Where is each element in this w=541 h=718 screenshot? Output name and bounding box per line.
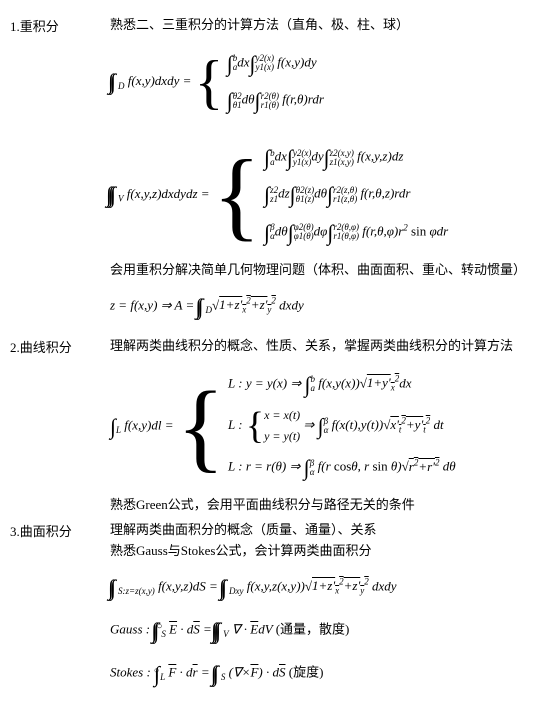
eq-stokes: Stokes : ∫L F · dr = ∫∫S (∇×F) · dS (旋度) <box>110 656 531 691</box>
section-2-heading: 2.曲线积分 <box>10 336 110 516</box>
section-2: 2.曲线积分 理解两类曲线积分的概念、性质、关系，掌握两类曲线积分的计算方法 ∫… <box>10 336 531 516</box>
eq-surface-integral: ∫∫S:z=z(x,y) f(x,y,z)dS = ∫∫Dxy f(x,y,z(… <box>110 570 531 605</box>
eq-double-integral: ∫∫D f(x,y)dxdy = { ∫badx∫y2(x)y1(x) f(x,… <box>110 44 531 120</box>
eq-surface-area: z = f(x,y) ⇒ A = ∫∫D√1+z'x2+z'y2 dxdy <box>110 289 531 324</box>
section-1-desc2: 会用重积分解决简单几何物理问题（体积、曲面面积、重心、转动惯量） <box>110 260 531 281</box>
section-2-number: 2. <box>10 340 20 355</box>
section-3-title: 曲面积分 <box>20 524 72 539</box>
section-2-body: 理解两类曲线积分的概念、性质、关系，掌握两类曲线积分的计算方法 ∫L f(x,y… <box>110 336 531 516</box>
eq-gauss: Gauss : ∫∫S E · dS = ∫∫∫V ∇ · EdV (通量，散度… <box>110 613 531 648</box>
section-3-heading: 3.曲面积分 <box>10 520 110 699</box>
section-1-number: 1. <box>10 19 20 34</box>
section-2-desc1: 理解两类曲线积分的概念、性质、关系，掌握两类曲线积分的计算方法 <box>110 336 531 357</box>
section-1-title: 重积分 <box>20 19 59 34</box>
section-1-heading: 1.重积分 <box>10 15 110 332</box>
eq-triple-integral: ∫∫∫V f(x,y,z)dxdydz = { ∫badx∫y2(x)y1(x)… <box>110 138 531 252</box>
section-2-desc2: 熟悉Green公式，会用平面曲线积分与路径无关的条件 <box>110 495 531 516</box>
section-3: 3.曲面积分 理解两类曲面积分的概念（质量、通量）、关系 熟悉Gauss与Sto… <box>10 520 531 699</box>
section-3-number: 3. <box>10 524 20 539</box>
section-1-body: 熟悉二、三重积分的计算方法（直角、极、柱、球） ∫∫D f(x,y)dxdy =… <box>110 15 531 332</box>
section-3-desc2: 熟悉Gauss与Stokes公式，会计算两类曲面积分 <box>110 541 531 562</box>
eq-line-integral: ∫L f(x,y)dl = { L : y = y(x) ⇒ ∫ba f(x,y… <box>110 365 531 488</box>
section-1: 1.重积分 熟悉二、三重积分的计算方法（直角、极、柱、球） ∫∫D f(x,y)… <box>10 15 531 332</box>
section-3-desc1: 理解两类曲面积分的概念（质量、通量）、关系 <box>110 520 531 541</box>
section-3-body: 理解两类曲面积分的概念（质量、通量）、关系 熟悉Gauss与Stokes公式，会… <box>110 520 531 699</box>
section-1-desc1: 熟悉二、三重积分的计算方法（直角、极、柱、球） <box>110 15 531 36</box>
section-2-title: 曲线积分 <box>20 340 72 355</box>
